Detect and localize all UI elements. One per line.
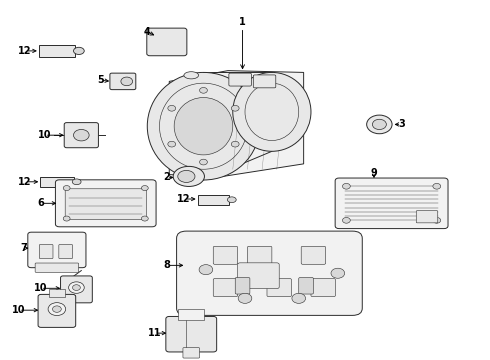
Circle shape — [292, 293, 306, 303]
Circle shape — [52, 306, 61, 312]
Ellipse shape — [178, 170, 195, 183]
Ellipse shape — [73, 179, 81, 185]
FancyBboxPatch shape — [40, 177, 74, 187]
FancyBboxPatch shape — [183, 348, 199, 358]
FancyBboxPatch shape — [35, 263, 78, 273]
FancyBboxPatch shape — [166, 316, 217, 352]
Text: 12: 12 — [19, 177, 32, 187]
Ellipse shape — [147, 72, 260, 180]
FancyBboxPatch shape — [49, 289, 65, 297]
Circle shape — [48, 303, 66, 316]
Text: 10: 10 — [34, 283, 48, 293]
Text: 9: 9 — [370, 168, 377, 178]
Circle shape — [199, 87, 207, 93]
FancyBboxPatch shape — [110, 73, 136, 90]
FancyBboxPatch shape — [253, 75, 276, 88]
Circle shape — [238, 293, 252, 303]
FancyBboxPatch shape — [147, 28, 187, 56]
Text: 6: 6 — [38, 198, 45, 208]
Circle shape — [63, 185, 70, 190]
Circle shape — [63, 216, 70, 221]
Text: 3: 3 — [398, 120, 405, 129]
Circle shape — [74, 130, 89, 141]
Circle shape — [343, 183, 350, 189]
FancyBboxPatch shape — [299, 278, 314, 294]
Circle shape — [69, 282, 84, 293]
FancyBboxPatch shape — [59, 244, 73, 258]
FancyBboxPatch shape — [61, 276, 92, 303]
FancyBboxPatch shape — [301, 246, 326, 264]
Circle shape — [433, 217, 441, 223]
Circle shape — [199, 265, 213, 275]
Circle shape — [231, 105, 239, 111]
Text: 12: 12 — [177, 194, 191, 204]
Text: 8: 8 — [163, 260, 170, 270]
Circle shape — [142, 185, 148, 190]
Circle shape — [199, 159, 207, 165]
Circle shape — [231, 141, 239, 147]
Text: 1: 1 — [239, 17, 246, 27]
FancyBboxPatch shape — [28, 232, 86, 268]
Text: 10: 10 — [38, 130, 51, 140]
FancyBboxPatch shape — [64, 123, 98, 148]
FancyBboxPatch shape — [65, 189, 147, 220]
Text: 2: 2 — [164, 172, 170, 183]
Circle shape — [372, 119, 386, 130]
FancyBboxPatch shape — [178, 309, 204, 320]
Circle shape — [168, 141, 175, 147]
Text: 11: 11 — [148, 328, 161, 338]
FancyBboxPatch shape — [235, 278, 250, 294]
Ellipse shape — [184, 72, 198, 79]
FancyBboxPatch shape — [39, 244, 53, 258]
Circle shape — [168, 105, 175, 111]
FancyBboxPatch shape — [39, 45, 75, 57]
Ellipse shape — [227, 197, 236, 203]
Circle shape — [343, 217, 350, 223]
FancyBboxPatch shape — [197, 194, 229, 205]
Circle shape — [367, 115, 392, 134]
Ellipse shape — [173, 166, 204, 186]
FancyBboxPatch shape — [38, 294, 75, 327]
Circle shape — [121, 77, 133, 86]
Text: 4: 4 — [144, 27, 150, 37]
FancyBboxPatch shape — [238, 263, 279, 289]
Text: 10: 10 — [12, 305, 25, 315]
FancyBboxPatch shape — [229, 73, 251, 86]
Circle shape — [331, 268, 344, 278]
FancyBboxPatch shape — [176, 231, 362, 315]
Text: 5: 5 — [98, 75, 104, 85]
Circle shape — [433, 183, 441, 189]
FancyBboxPatch shape — [416, 211, 438, 223]
FancyBboxPatch shape — [213, 246, 238, 264]
FancyBboxPatch shape — [335, 178, 448, 229]
Circle shape — [73, 285, 80, 291]
Ellipse shape — [74, 47, 84, 54]
FancyBboxPatch shape — [213, 279, 238, 297]
FancyBboxPatch shape — [247, 246, 272, 264]
FancyBboxPatch shape — [311, 279, 335, 297]
Polygon shape — [169, 71, 304, 176]
FancyBboxPatch shape — [267, 279, 292, 297]
Text: 12: 12 — [19, 46, 32, 56]
Text: 7: 7 — [20, 243, 27, 253]
Ellipse shape — [233, 72, 311, 151]
FancyBboxPatch shape — [55, 180, 156, 227]
Ellipse shape — [174, 98, 233, 155]
Circle shape — [142, 216, 148, 221]
